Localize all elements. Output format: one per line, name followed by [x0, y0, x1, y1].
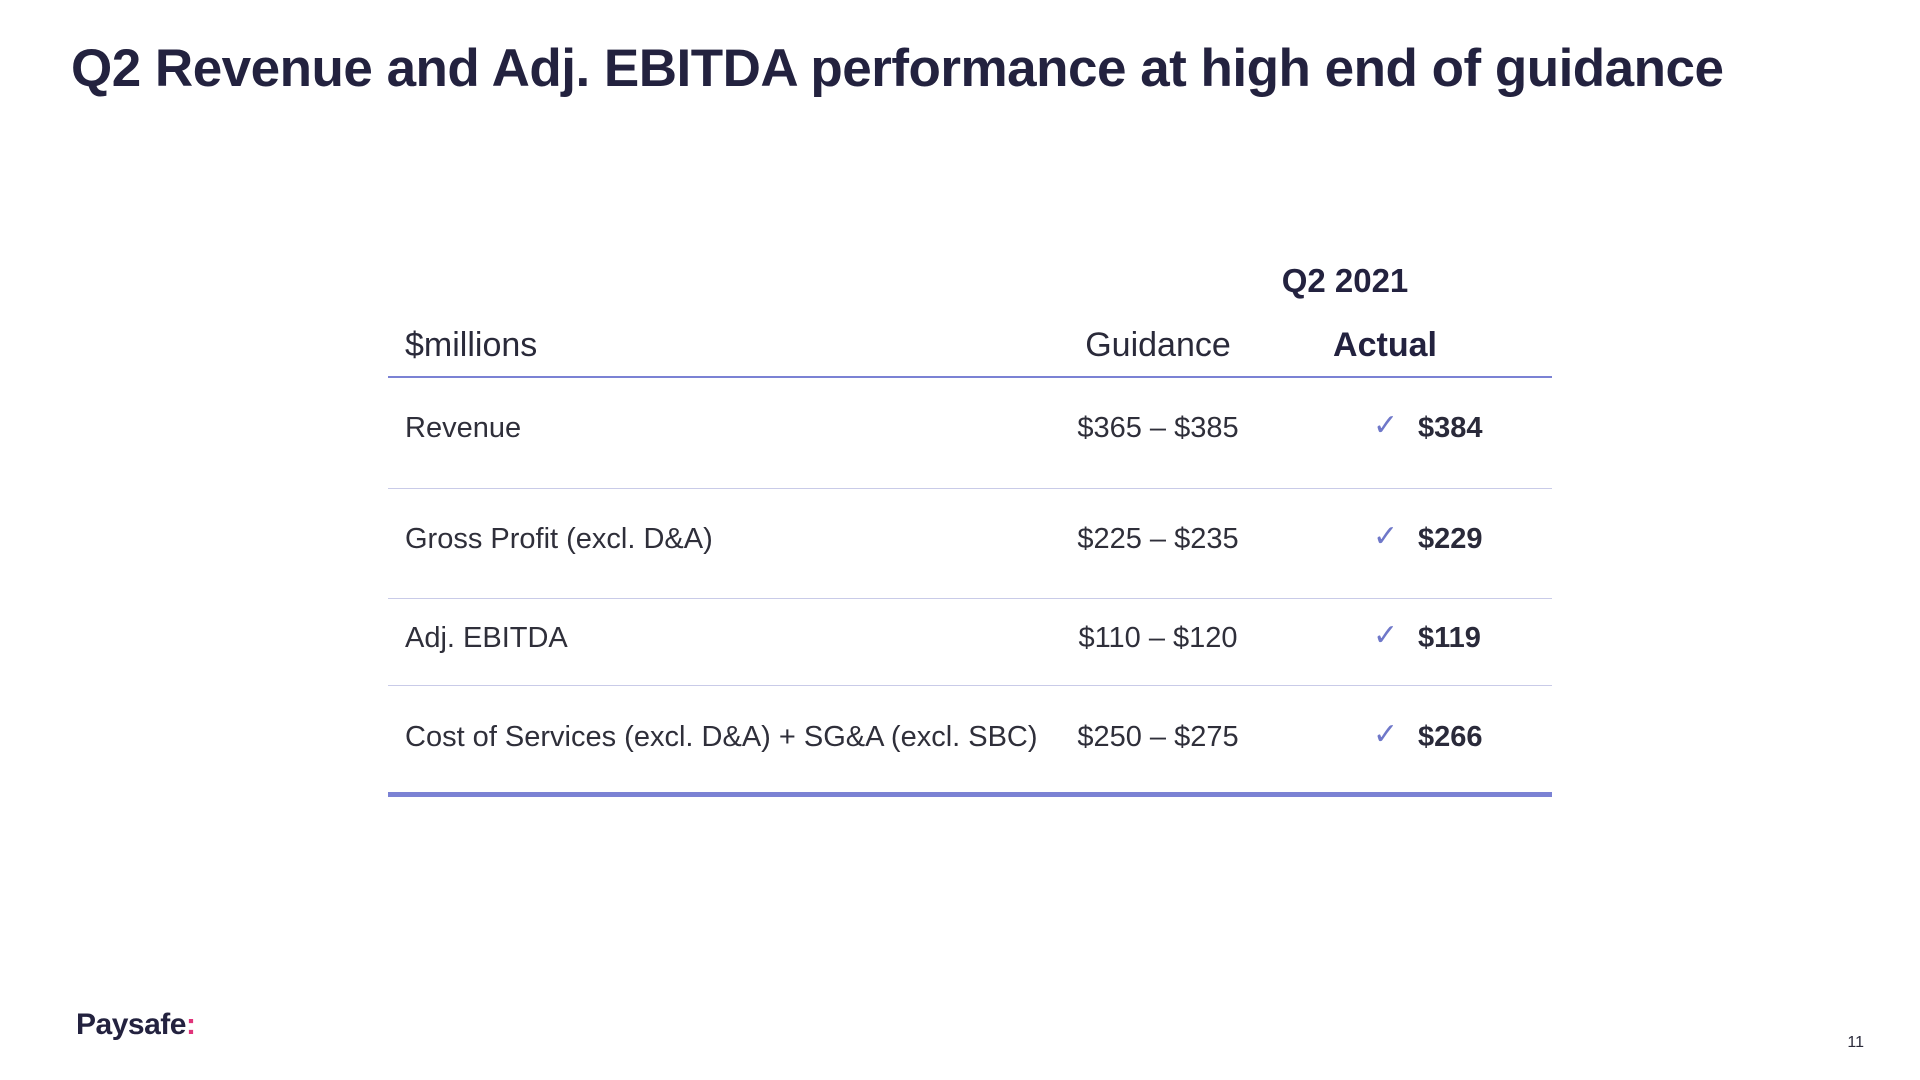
- logo-mark: :: [185, 1008, 196, 1041]
- guidance-range: $110 – $120: [1078, 622, 1238, 654]
- period-label: Q2 2021: [1281, 262, 1409, 299]
- column-header-actual: Actual: [1333, 326, 1437, 364]
- actual-value: $119: [1418, 622, 1481, 654]
- check-icon: ✓: [1373, 519, 1399, 554]
- row-label: Cost of Services (excl. D&A) + SG&A (exc…: [405, 721, 1038, 753]
- row-label: Gross Profit (excl. D&A): [405, 523, 713, 555]
- actual-value: $229: [1418, 523, 1483, 555]
- page-number: 11: [1847, 1034, 1864, 1051]
- actual-value: $384: [1418, 412, 1483, 444]
- row-divider: [388, 685, 1552, 686]
- slide-title: Q2 Revenue and Adj. EBITDA performance a…: [71, 39, 1724, 98]
- column-header-unit: $millions: [405, 326, 538, 364]
- row-label: Adj. EBITDA: [405, 622, 568, 654]
- guidance-range: $225 – $235: [1077, 523, 1239, 555]
- check-icon: ✓: [1373, 618, 1399, 653]
- row-divider: [388, 598, 1552, 599]
- guidance-range: $250 – $275: [1077, 721, 1239, 753]
- column-header-guidance: Guidance: [1085, 326, 1231, 364]
- table-header-row: $millions Guidance Actual: [388, 318, 1552, 378]
- actual-value: $266: [1418, 721, 1483, 753]
- guidance-range: $365 – $385: [1077, 412, 1239, 444]
- row-label: Revenue: [405, 412, 522, 444]
- row-divider: [388, 488, 1552, 489]
- check-icon: ✓: [1373, 408, 1399, 443]
- check-icon: ✓: [1373, 717, 1399, 752]
- paysafe-logo: Paysafe:: [76, 1008, 196, 1042]
- table-bottom-rule: [388, 792, 1552, 797]
- logo-wordmark: Paysafe: [76, 1008, 186, 1041]
